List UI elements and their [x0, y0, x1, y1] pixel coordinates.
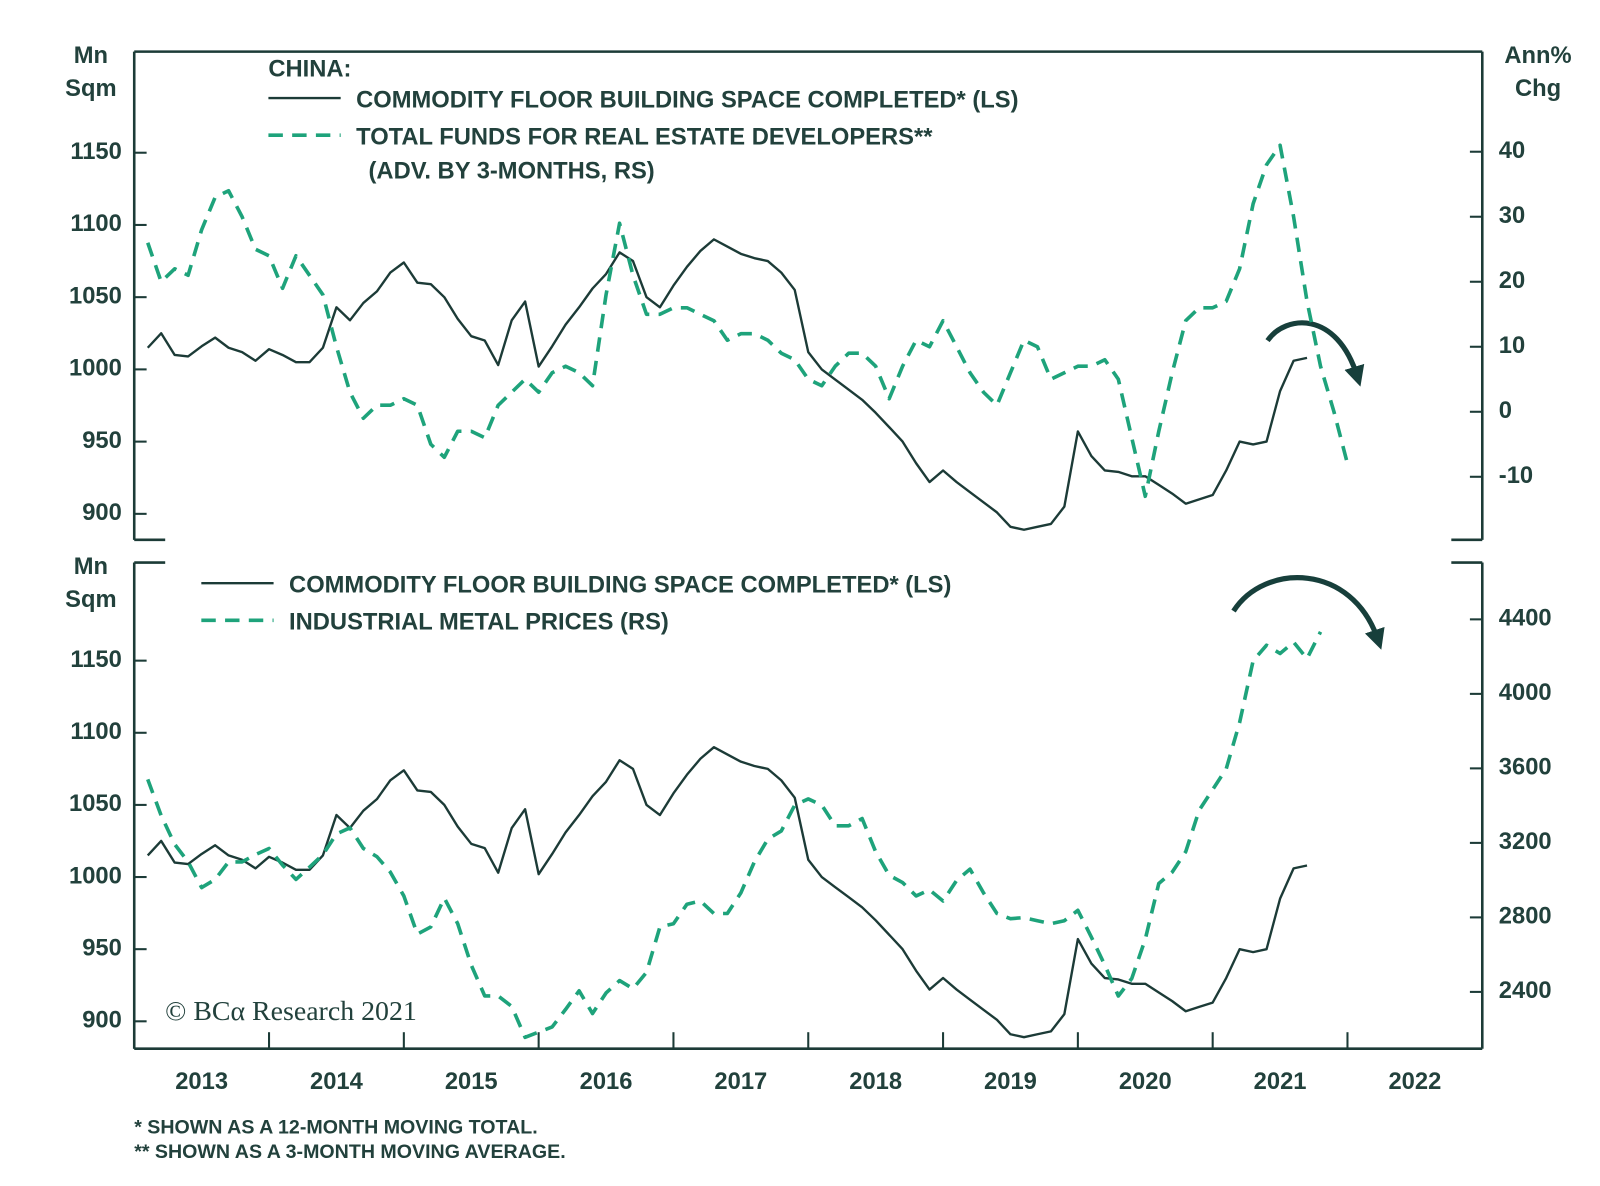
y2-tick-label: 3600	[1499, 755, 1552, 781]
y-tick-label: 950	[82, 935, 122, 961]
x-tick-label: 2015	[445, 1069, 498, 1095]
x-tick-label: 2018	[849, 1069, 902, 1095]
trend-arrow	[1231, 575, 1385, 650]
series-line	[146, 238, 1308, 531]
y2-tick-label: 4000	[1499, 680, 1552, 706]
credit: © BCα Research 2021	[165, 996, 417, 1027]
y2-tick-label: 3200	[1499, 829, 1552, 855]
y-tick-label: 1050	[69, 283, 122, 309]
legend-label: COMMODITY FLOOR BUILDING SPACE COMPLETED…	[356, 87, 1018, 113]
y-tick-label: 1050	[69, 791, 122, 817]
y-axis-label: Sqm	[65, 587, 116, 613]
trend-arrow	[1265, 320, 1365, 387]
x-tick-label: 2020	[1119, 1069, 1172, 1095]
legend-note: (ADV. BY 3-MONTHS, RS)	[369, 159, 655, 185]
y2-tick-label: 0	[1499, 398, 1512, 424]
y2-axis-label: Chg	[1515, 76, 1561, 102]
y2-axis-label: Ann%	[1504, 43, 1571, 69]
y-tick-label: 1100	[70, 719, 122, 745]
y-axis-label: Mn	[74, 554, 108, 580]
x-tick-label: 2014	[310, 1069, 364, 1095]
x-tick-label: 2022	[1388, 1069, 1441, 1095]
y2-tick-label: -10	[1499, 463, 1533, 489]
series-line	[146, 630, 1323, 1040]
series-line	[146, 143, 1350, 499]
x-tick-label: 2019	[984, 1069, 1037, 1095]
x-tick-label: 2021	[1254, 1069, 1307, 1095]
x-tick-label: 2016	[580, 1069, 633, 1095]
legend-label: COMMODITY FLOOR BUILDING SPACE COMPLETED…	[289, 573, 951, 599]
x-tick-label: 2013	[175, 1069, 228, 1095]
series-line	[146, 746, 1308, 1039]
y-axis-label: Mn	[74, 43, 108, 69]
y2-tick-label: 4400	[1499, 606, 1552, 632]
footnote: * SHOWN AS A 12-MONTH MOVING TOTAL.	[134, 1116, 537, 1138]
y2-tick-label: 2400	[1499, 978, 1552, 1004]
y-tick-label: 1150	[70, 139, 122, 165]
y-tick-label: 1000	[69, 356, 122, 382]
y2-tick-label: 20	[1499, 268, 1525, 294]
legend-label: TOTAL FUNDS FOR REAL ESTATE DEVELOPERS**	[356, 125, 933, 151]
chart-title: CHINA:	[268, 56, 351, 82]
y-tick-label: 900	[82, 1008, 122, 1034]
y2-tick-label: 30	[1499, 203, 1525, 229]
y2-tick-label: 40	[1499, 138, 1525, 164]
y-tick-label: 1100	[70, 211, 122, 237]
x-tick-label: 2017	[714, 1069, 767, 1095]
y-axis-label: Sqm	[65, 76, 116, 102]
y2-tick-label: 10	[1499, 333, 1525, 359]
y-tick-label: 1000	[69, 863, 122, 889]
y-tick-label: 950	[82, 428, 122, 454]
y2-tick-label: 2800	[1499, 904, 1552, 930]
footnote: ** SHOWN AS A 3-MONTH MOVING AVERAGE.	[134, 1141, 565, 1163]
legend-label: INDUSTRIAL METAL PRICES (RS)	[289, 610, 669, 636]
y-tick-label: 1150	[70, 647, 122, 673]
y-tick-label: 900	[82, 500, 122, 526]
